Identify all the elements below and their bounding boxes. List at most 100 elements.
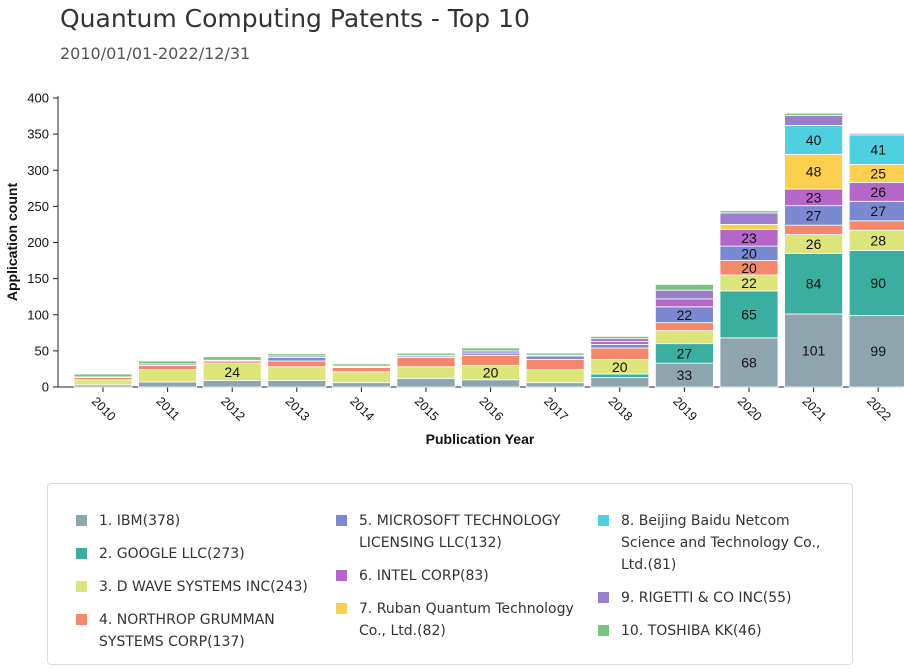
bar-segment[interactable] — [202, 380, 262, 388]
bar-value-label: 41 — [870, 142, 886, 158]
bar-segment[interactable] — [784, 114, 843, 126]
bar-value-label: 27 — [806, 207, 822, 223]
bar-segment[interactable] — [73, 373, 133, 378]
legend-swatch — [598, 592, 609, 603]
bar-segment[interactable] — [138, 364, 198, 371]
bar-value-label: 22 — [677, 307, 693, 323]
legend-item-toshiba[interactable]: 10. TOSHIBA KK(46) — [598, 620, 834, 642]
legend-item-intel[interactable]: 6. INTEL CORP(83) — [336, 565, 576, 587]
bar-segment[interactable] — [784, 153, 843, 190]
y-axis-label: Application count — [4, 183, 20, 302]
bar-segment[interactable] — [784, 252, 843, 315]
legend-item-baidu[interactable]: 8. Beijing Baidu Netcom Science and Tech… — [598, 510, 834, 576]
legend-column-1: 1. IBM(378) 2. GOOGLE LLC(273) 3. D WAVE… — [76, 510, 316, 664]
bar-segment[interactable] — [138, 360, 198, 365]
bar-segment[interactable] — [784, 313, 843, 388]
bar-value-label: 90 — [870, 275, 886, 291]
bar-segment[interactable] — [267, 380, 327, 388]
legend-swatch — [76, 548, 87, 559]
legend-swatch — [76, 581, 87, 592]
chart-subtitle: 2010/01/01-2022/12/31 — [60, 44, 251, 63]
bar-segment[interactable] — [655, 322, 714, 332]
bar-value-label: 20 — [612, 359, 628, 375]
bar-segment[interactable] — [719, 290, 779, 339]
bar-segment[interactable] — [331, 371, 391, 384]
y-tick-label: 150 — [27, 271, 49, 286]
bar-segment[interactable] — [267, 356, 327, 362]
legend-item-rigetti[interactable]: 9. RIGETTI & CO INC(55) — [598, 587, 834, 609]
bar-segment[interactable] — [525, 359, 585, 371]
legend-swatch — [76, 515, 87, 526]
legend-label: 9. RIGETTI & CO INC(55) — [621, 590, 792, 606]
bar-segment[interactable] — [719, 210, 779, 214]
bar-segment[interactable] — [784, 125, 843, 155]
bar-segment[interactable] — [138, 381, 198, 388]
bar-segment[interactable] — [396, 352, 456, 356]
bar-segment[interactable] — [719, 212, 779, 225]
legend-swatch — [336, 570, 347, 581]
bar-value-label: 40 — [806, 132, 822, 148]
bar-segment[interactable] — [525, 355, 585, 360]
bar-segment[interactable] — [655, 284, 714, 291]
bar-segment[interactable] — [719, 224, 779, 230]
bar-segment[interactable] — [331, 382, 391, 388]
x-axis: 2010 2011 2012 2013 2014 2015 2016 2017 2018 2019… — [58, 386, 902, 424]
bar-value-label: 101 — [802, 343, 826, 359]
bar-segment[interactable] — [461, 347, 521, 352]
bar-segment[interactable] — [525, 369, 585, 384]
y-tick-label: 100 — [27, 307, 49, 322]
bar-value-label: 28 — [870, 232, 886, 248]
bar-value-label: 33 — [677, 367, 693, 383]
bar-segment[interactable] — [784, 224, 843, 235]
bar-segment[interactable] — [848, 220, 904, 231]
y-tick-label: 350 — [27, 127, 49, 142]
x-tick-label: 2010 — [89, 394, 119, 424]
legend-item-microsoft[interactable]: 5. MICROSOFT TECHNOLOGY LICENSING LLC(13… — [336, 510, 576, 554]
bar-labels-group: 24 20 203327226865222020231018426272348409… — [224, 132, 886, 383]
bar-segment[interactable] — [848, 315, 904, 388]
legend-item-ibm[interactable]: 1. IBM(378) — [76, 510, 316, 532]
bar-segment[interactable] — [396, 366, 456, 379]
x-tick-label: 2017 — [541, 394, 571, 424]
bar-segment[interactable] — [590, 341, 650, 345]
bar-segment[interactable] — [655, 330, 714, 345]
bar-segment[interactable] — [590, 336, 650, 339]
bar-segment[interactable] — [590, 338, 650, 342]
bar-segment[interactable] — [719, 337, 779, 388]
bar-segment[interactable] — [331, 363, 391, 367]
y-tick-label: 300 — [27, 163, 49, 178]
bar-value-label: 68 — [741, 354, 757, 370]
bar-segment[interactable] — [784, 112, 843, 116]
legend-item-google[interactable]: 2. GOOGLE LLC(273) — [76, 543, 316, 565]
bar-segment[interactable] — [590, 343, 650, 349]
x-tick-label: 2020 — [735, 394, 765, 424]
legend-label: 4. NORTHROP GRUMMAN SYSTEMS CORP(137) — [99, 612, 275, 650]
bar-segment[interactable] — [202, 356, 262, 361]
bar-segment[interactable] — [396, 356, 456, 368]
bar-segment[interactable] — [590, 377, 650, 388]
bar-segment[interactable] — [138, 369, 198, 383]
bar-segment[interactable] — [848, 250, 904, 316]
x-axis-label: Publication Year — [426, 431, 535, 447]
bar-value-label: 20 — [741, 260, 757, 276]
bar-segment[interactable] — [655, 289, 714, 300]
bar-segment[interactable] — [525, 352, 585, 356]
bar-segment[interactable] — [267, 360, 327, 368]
bar-segment[interactable] — [848, 133, 904, 136]
bar-segment[interactable] — [655, 298, 714, 308]
bar-segment[interactable] — [525, 382, 585, 388]
bar-segment[interactable] — [461, 379, 521, 388]
bar-segment[interactable] — [396, 377, 456, 388]
bar-segment[interactable] — [267, 366, 327, 381]
bar-segment[interactable] — [267, 353, 327, 357]
bar-value-label: 20 — [741, 245, 757, 261]
x-tick-label: 2013 — [283, 394, 313, 424]
bar-segment[interactable] — [848, 134, 904, 165]
bar-value-label: 24 — [224, 364, 240, 380]
legend-item-dwave[interactable]: 3. D WAVE SYSTEMS INC(243) — [76, 576, 316, 598]
bar-segment[interactable] — [331, 367, 391, 373]
legend-item-ruban[interactable]: 7. Ruban Quantum Technology Co., Ltd.(82… — [336, 598, 576, 642]
x-tick-label: 2015 — [412, 394, 442, 424]
bar-segment[interactable] — [73, 379, 133, 386]
legend-item-northrop[interactable]: 4. NORTHROP GRUMMAN SYSTEMS CORP(137) — [76, 609, 316, 653]
